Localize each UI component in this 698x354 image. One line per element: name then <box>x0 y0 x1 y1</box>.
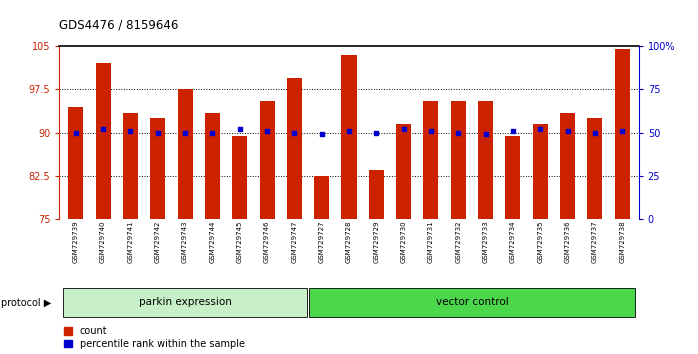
Point <box>343 128 355 134</box>
Bar <box>68 107 83 219</box>
Text: protocol ▶: protocol ▶ <box>1 298 52 308</box>
Text: parkin expression: parkin expression <box>139 297 232 307</box>
Point <box>316 132 327 137</box>
Bar <box>96 63 110 219</box>
Bar <box>533 124 548 219</box>
Point <box>289 130 300 136</box>
Bar <box>478 101 493 219</box>
Point <box>535 126 546 132</box>
Point <box>453 130 464 136</box>
Bar <box>560 113 575 219</box>
Point <box>617 128 628 134</box>
Bar <box>396 124 411 219</box>
Bar <box>177 89 193 219</box>
Bar <box>123 113 138 219</box>
Point <box>234 126 245 132</box>
Point <box>425 128 436 134</box>
Point <box>480 132 491 137</box>
Text: GDS4476 / 8159646: GDS4476 / 8159646 <box>59 19 179 32</box>
Bar <box>424 101 438 219</box>
Text: vector control: vector control <box>436 297 508 307</box>
Point <box>562 128 573 134</box>
Bar <box>287 78 302 219</box>
Point <box>70 130 81 136</box>
Bar <box>260 101 274 219</box>
Point <box>589 130 600 136</box>
FancyBboxPatch shape <box>64 288 306 317</box>
Bar <box>341 55 357 219</box>
Point <box>371 130 382 136</box>
Point <box>125 128 136 134</box>
Point <box>398 126 409 132</box>
Point <box>207 130 218 136</box>
Bar <box>369 170 384 219</box>
Point <box>179 130 191 136</box>
Bar <box>588 118 602 219</box>
Bar <box>505 136 521 219</box>
Bar <box>232 136 247 219</box>
Bar <box>205 113 220 219</box>
Point <box>507 128 519 134</box>
Point <box>152 130 163 136</box>
Bar <box>615 49 630 219</box>
Point <box>98 126 109 132</box>
Legend: count, percentile rank within the sample: count, percentile rank within the sample <box>64 326 245 349</box>
Bar <box>451 101 466 219</box>
FancyBboxPatch shape <box>309 288 634 317</box>
Bar <box>314 176 329 219</box>
Point <box>262 128 273 134</box>
Bar <box>150 118 165 219</box>
